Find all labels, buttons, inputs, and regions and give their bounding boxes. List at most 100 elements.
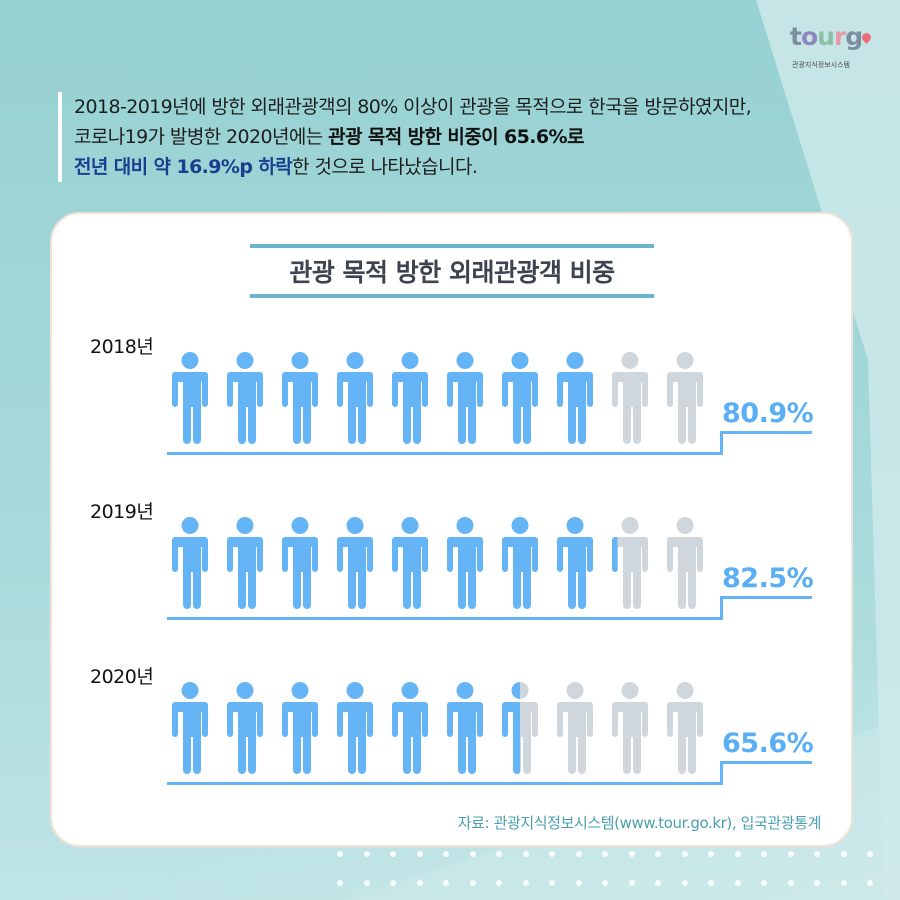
person-icon bbox=[612, 517, 648, 609]
year-label: 2019년 bbox=[90, 501, 154, 523]
person-icon bbox=[282, 517, 318, 609]
dot bbox=[602, 851, 608, 857]
tourgo-logo: tourg 관광지식정보시스템 bbox=[786, 20, 876, 70]
intro-line-2: 코로나19가 발병한 2020년에는 관광 목적 방한 비중이 65.6%로 bbox=[74, 122, 751, 152]
year-label: 2020년 bbox=[90, 666, 154, 688]
dot bbox=[655, 880, 661, 886]
logo-wordmark: tourg bbox=[790, 22, 863, 51]
percentage-label: 65.6% bbox=[722, 728, 814, 759]
percentage-label: 82.5% bbox=[722, 563, 814, 594]
person-icon bbox=[557, 682, 593, 774]
baseline-step bbox=[720, 431, 812, 434]
baseline-step bbox=[720, 431, 723, 455]
baseline-step bbox=[720, 596, 723, 620]
person-icon bbox=[447, 682, 483, 774]
person-icon bbox=[612, 352, 648, 444]
person-icon bbox=[667, 517, 703, 609]
person-icon bbox=[667, 352, 703, 444]
chart-row-2020: 2020년 65.6% bbox=[52, 662, 855, 802]
person-icon bbox=[172, 517, 208, 609]
dot bbox=[761, 851, 767, 857]
logo-letter: r bbox=[833, 22, 846, 51]
dot bbox=[708, 880, 714, 886]
percentage-label: 80.9% bbox=[722, 398, 814, 429]
dot bbox=[443, 851, 449, 857]
logo-letter: g bbox=[845, 22, 863, 51]
chart-row-2019: 2019년 82.5% bbox=[52, 497, 855, 637]
dot bbox=[363, 880, 370, 886]
dot bbox=[416, 851, 423, 857]
person-icon bbox=[447, 352, 483, 444]
dot bbox=[363, 851, 370, 857]
person-icon bbox=[227, 682, 263, 774]
dot bbox=[708, 851, 714, 857]
intro-line-3-plain: 한 것으로 나타났습니다. bbox=[292, 156, 478, 178]
chart-title-box: 관광 목적 방한 외래관광객 비중 bbox=[250, 244, 654, 298]
dot bbox=[628, 880, 635, 886]
dot bbox=[814, 880, 820, 886]
baseline bbox=[167, 452, 722, 455]
person-icon bbox=[172, 682, 208, 774]
person-icon bbox=[227, 517, 263, 609]
dot bbox=[575, 851, 582, 857]
dot bbox=[840, 880, 847, 886]
decorative-dots bbox=[337, 851, 897, 861]
logo-subtitle: 관광지식정보시스템 bbox=[792, 61, 850, 69]
person-icon bbox=[172, 352, 208, 444]
intro-line-3: 전년 대비 약 16.9%p 하락한 것으로 나타났습니다. bbox=[74, 152, 751, 182]
dot bbox=[681, 851, 688, 857]
person-icon bbox=[337, 682, 373, 774]
intro-line-3-highlight: 전년 대비 약 16.9%p 하락 bbox=[74, 156, 293, 178]
person-icon bbox=[502, 517, 538, 609]
pictogram-people bbox=[172, 517, 703, 609]
dot bbox=[549, 851, 555, 857]
person-icon bbox=[282, 352, 318, 444]
pictogram-people bbox=[172, 352, 703, 444]
dot bbox=[867, 851, 873, 857]
person-icon bbox=[337, 352, 373, 444]
person-icon bbox=[227, 352, 263, 444]
source-note: 자료: 관광지식정보시스템(www.tour.go.kr), 입국관광통계 bbox=[457, 814, 822, 832]
logo-letter: t bbox=[790, 22, 802, 51]
dot bbox=[602, 880, 608, 886]
decorative-dots bbox=[337, 880, 897, 890]
chart-row-2018: 2018년 80.9% bbox=[52, 332, 855, 472]
dot bbox=[840, 851, 847, 857]
dot bbox=[496, 851, 502, 857]
dot bbox=[628, 851, 635, 857]
dot bbox=[469, 851, 476, 857]
person-icon bbox=[392, 517, 428, 609]
dot bbox=[787, 880, 794, 886]
dot bbox=[443, 880, 449, 886]
dot bbox=[814, 851, 820, 857]
person-icon bbox=[337, 517, 373, 609]
person-icon bbox=[502, 682, 538, 774]
baseline-step bbox=[720, 761, 723, 785]
person-icon bbox=[667, 682, 703, 774]
dot bbox=[681, 880, 688, 886]
dot bbox=[787, 851, 794, 857]
dot bbox=[867, 880, 873, 886]
person-icon bbox=[502, 352, 538, 444]
logo-letter: u bbox=[817, 22, 835, 51]
dot bbox=[522, 880, 529, 886]
dot bbox=[416, 880, 423, 886]
dot bbox=[734, 851, 741, 857]
intro-line-2-bold: 관광 목적 방한 비중이 65.6%로 bbox=[328, 126, 584, 148]
person-icon bbox=[392, 682, 428, 774]
dot bbox=[337, 851, 343, 857]
chart-card: 관광 목적 방한 외래관광객 비중 2018년 80.9% 2019년 82.5… bbox=[50, 212, 853, 847]
dot bbox=[469, 880, 476, 886]
dot bbox=[761, 880, 767, 886]
baseline-step bbox=[720, 596, 812, 599]
dot bbox=[655, 851, 661, 857]
pictogram-people bbox=[172, 682, 703, 774]
dot bbox=[390, 880, 396, 886]
person-icon bbox=[612, 682, 648, 774]
year-label: 2018년 bbox=[90, 336, 154, 358]
dot bbox=[549, 880, 555, 886]
baseline-step bbox=[720, 761, 812, 764]
dot bbox=[522, 851, 529, 857]
person-icon bbox=[282, 682, 318, 774]
intro-line-1: 2018-2019년에 방한 외래관광객의 80% 이상이 관광을 목적으로 한… bbox=[74, 96, 752, 118]
